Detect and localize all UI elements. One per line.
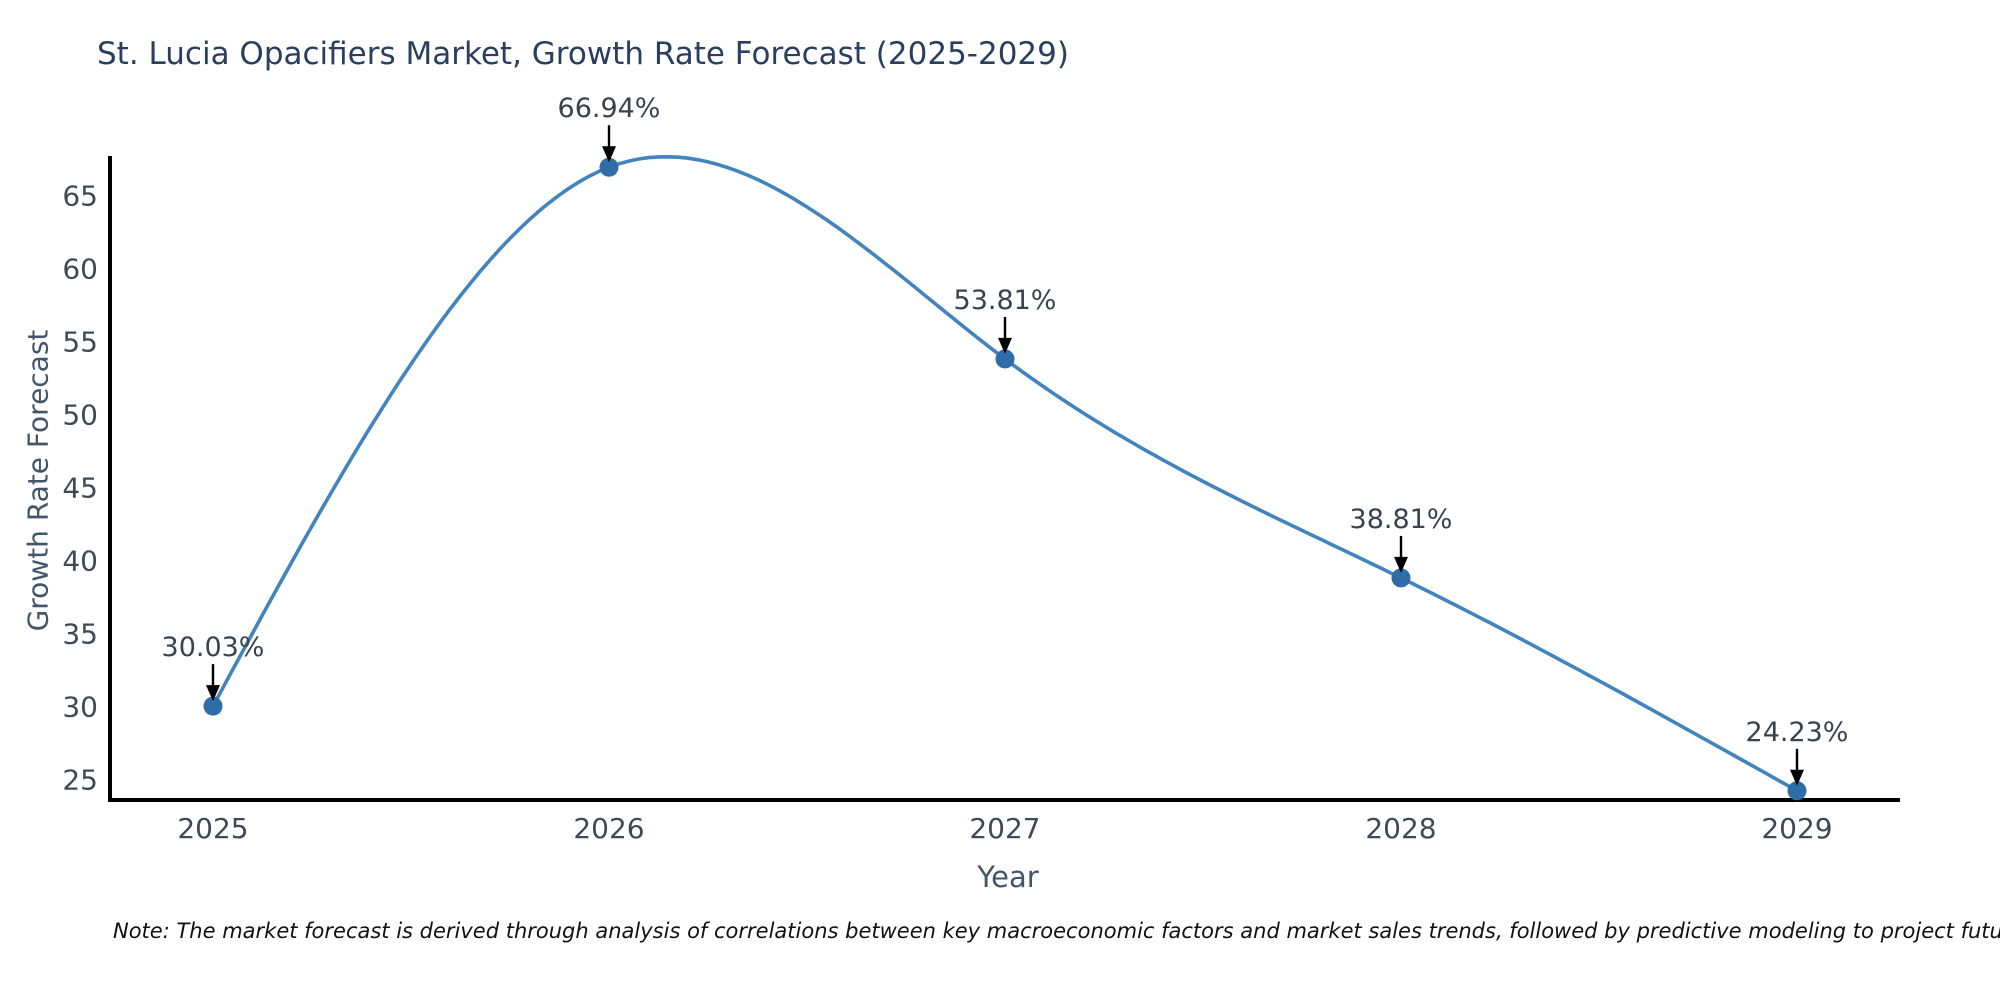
data-point-label: 53.81%	[954, 285, 1057, 316]
y-tick-label: 60	[62, 253, 98, 286]
data-point-label: 38.81%	[1350, 504, 1453, 535]
data-point	[1787, 781, 1807, 801]
annotation-arrowhead	[206, 685, 220, 702]
y-tick-label: 55	[62, 326, 98, 359]
data-point	[599, 157, 619, 177]
annotation-arrowhead	[1790, 769, 1804, 786]
y-tick-label: 25	[62, 764, 98, 797]
x-tick-label: 2025	[177, 812, 248, 845]
data-point	[995, 349, 1015, 369]
y-tick-label: 40	[62, 545, 98, 578]
x-tick-label: 2026	[573, 812, 644, 845]
annotation-arrowhead	[998, 337, 1012, 354]
data-point	[203, 696, 223, 716]
methodology-note: Note: The market forecast is derived thr…	[113, 919, 2000, 943]
data-point-label: 66.94%	[558, 93, 661, 124]
annotation-arrowhead	[1394, 556, 1408, 573]
x-tick-label: 2028	[1365, 812, 1436, 845]
data-point-label: 24.23%	[1746, 717, 1849, 748]
x-axis-title: Year	[977, 860, 1039, 894]
y-tick-label: 45	[62, 472, 98, 505]
data-point	[1391, 568, 1411, 588]
y-tick-label: 35	[62, 618, 98, 651]
data-point-label: 30.03%	[162, 632, 265, 663]
y-tick-label: 50	[62, 399, 98, 432]
y-tick-label: 30	[62, 691, 98, 724]
annotation-arrowhead	[602, 146, 616, 163]
x-tick-label: 2029	[1761, 812, 1832, 845]
chart-title: St. Lucia Opacifiers Market, Growth Rate…	[97, 36, 1069, 72]
forecast-line	[211, 154, 1799, 793]
y-tick-label: 65	[62, 180, 98, 213]
y-axis-title: Growth Rate Forecast	[21, 329, 55, 632]
x-tick-label: 2027	[969, 812, 1040, 845]
